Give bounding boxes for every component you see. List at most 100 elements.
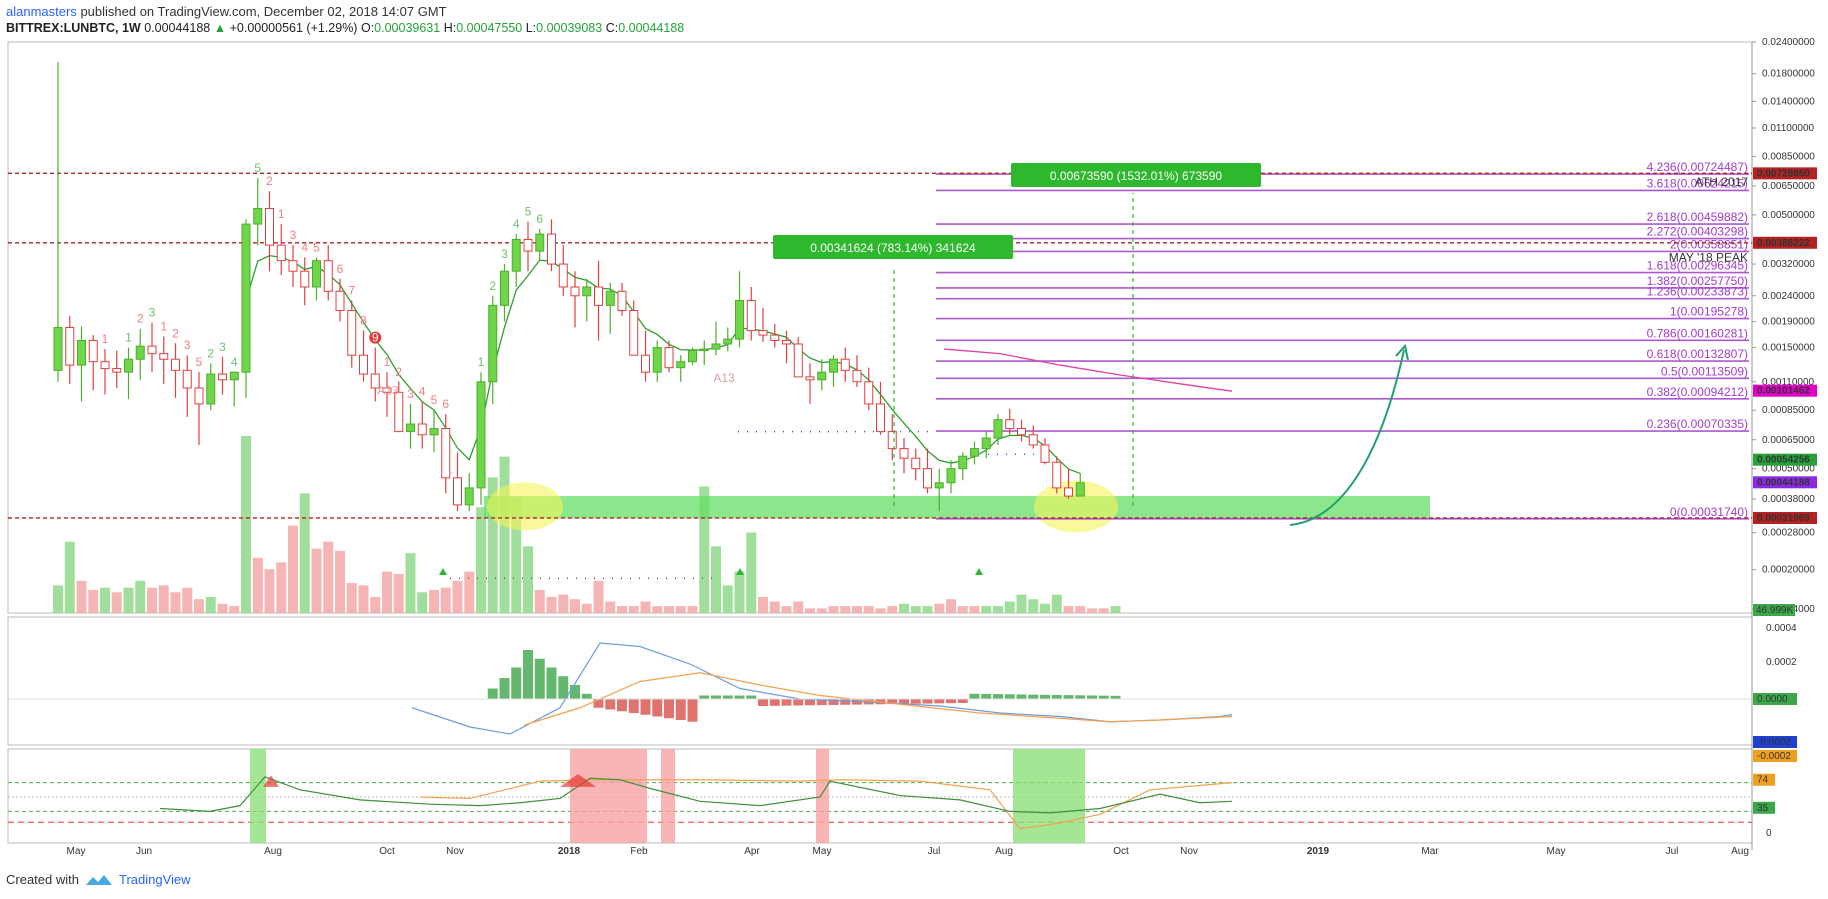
rsi-highlight-band xyxy=(1013,749,1085,843)
candle-body xyxy=(617,290,627,312)
candle-body xyxy=(946,468,956,484)
price-tick-label: 0.02400000 xyxy=(1762,37,1815,48)
candle-body xyxy=(323,260,333,292)
td-count: 1 xyxy=(478,355,485,369)
candle-body xyxy=(758,330,768,336)
candle-body xyxy=(100,361,110,370)
ohlc-legend: BITTREX:LUNBTC, 1W 0.00044188 ▲ +0.00000… xyxy=(6,21,684,35)
candle-body xyxy=(77,339,86,366)
up-triangle-icon: ▲ xyxy=(213,21,227,35)
volume-bar xyxy=(440,587,451,613)
candle-body xyxy=(829,358,838,373)
volume-bar xyxy=(1110,606,1121,613)
price-tick-label: 0.00085000 xyxy=(1762,405,1815,416)
macd-histogram-bar xyxy=(722,695,733,699)
fib-extension: 4.236(0.00724487) 3.618(0.00624215) 2.618(… xyxy=(936,160,1749,520)
time-tick-label: Apr xyxy=(744,846,760,857)
volume-bar xyxy=(546,596,557,613)
macd-histogram-bar xyxy=(534,658,545,699)
macd-histogram-bar xyxy=(993,694,1003,699)
tradingview-link[interactable]: TradingView xyxy=(118,872,191,887)
price-tick-label: 0.01100000 xyxy=(1762,123,1815,134)
publish-line: alanmasters published on TradingView.com… xyxy=(6,4,447,19)
author-link[interactable]: alanmasters xyxy=(6,4,77,19)
volume-bar xyxy=(711,546,721,613)
fib-level-label: 2(0.00358851) xyxy=(1670,237,1748,251)
macd-tick-label: 0.0004 xyxy=(1766,623,1797,634)
volume-bar xyxy=(1016,594,1027,613)
macd-histogram-bar xyxy=(487,688,498,699)
td-count: 3 xyxy=(501,247,508,261)
macd-histogram-bar xyxy=(969,693,980,699)
macd-pane xyxy=(8,642,1752,735)
macd-histogram-bar xyxy=(593,699,604,708)
highlight-circle xyxy=(487,482,563,531)
candle-body xyxy=(171,358,180,371)
macd-histogram-bar xyxy=(1028,694,1039,699)
candle-body xyxy=(817,371,827,381)
candle-body xyxy=(417,423,427,436)
macd-label-text: 0.0000 xyxy=(1757,694,1788,705)
price-label-text: 0.00044188 xyxy=(1757,477,1810,488)
candle-body xyxy=(805,376,815,381)
time-tick-label: Jun xyxy=(136,846,152,857)
td-count: 7 xyxy=(348,283,355,297)
high-label: H: xyxy=(443,21,457,35)
macd-histogram-bar xyxy=(734,695,745,699)
rsi-label-box xyxy=(1753,773,1775,786)
td-count: 3 xyxy=(290,228,297,242)
volume-bar xyxy=(628,606,639,613)
volume-bar xyxy=(299,493,310,613)
macd-histogram-bar xyxy=(664,699,674,719)
volume-bar xyxy=(875,608,886,613)
macd-histogram-bar xyxy=(746,695,757,699)
td-count: 4 xyxy=(231,355,238,369)
volume-bar xyxy=(182,587,193,613)
td-count: 2 xyxy=(395,365,402,379)
macd-histogram-bar xyxy=(652,699,663,717)
pane-frame xyxy=(7,41,1753,614)
volume-bar xyxy=(111,592,122,613)
volume-bar xyxy=(288,525,298,613)
candle-body xyxy=(1075,482,1085,497)
price-label-box xyxy=(1753,236,1817,249)
candle-body xyxy=(1005,419,1015,429)
volume-bar xyxy=(946,599,956,613)
macd-histogram-bar xyxy=(1098,695,1109,699)
macd-histogram-bar xyxy=(922,699,933,704)
pane-frame xyxy=(7,616,1753,746)
candle-body xyxy=(782,339,791,345)
td-count: 1 xyxy=(278,207,285,221)
td-setup-label: A13 xyxy=(377,384,399,398)
candle-body xyxy=(594,286,603,306)
volume-bar xyxy=(863,606,874,613)
rsi-highlight-band xyxy=(250,749,266,843)
candle-body xyxy=(1064,487,1073,497)
time-tick-label: Feb xyxy=(630,846,648,857)
time-tick-label: Oct xyxy=(1113,846,1129,857)
close-label: C: xyxy=(605,21,619,35)
volume-label-box xyxy=(1753,604,1795,616)
price-tick-label: 0.01800000 xyxy=(1762,69,1815,80)
candle-body xyxy=(934,482,944,489)
volume-bar xyxy=(452,580,463,613)
candle-body xyxy=(864,381,874,405)
volume-bar xyxy=(476,507,486,613)
macd-histogram-bar xyxy=(887,699,898,705)
volume-bar xyxy=(605,601,616,613)
macd-label-text: -0.0002 xyxy=(1757,737,1791,748)
candle-body xyxy=(993,419,1003,439)
rsi-highlight-band xyxy=(661,749,675,843)
macd-histogram-bar xyxy=(828,699,839,705)
td-nine-marker xyxy=(369,331,382,344)
price-tick-label: 0.00320000 xyxy=(1762,259,1815,270)
volume-bar xyxy=(993,606,1003,613)
volume-bar xyxy=(147,587,157,613)
open-label: O: xyxy=(360,21,375,35)
price-label-box xyxy=(1753,167,1817,180)
volume-bar xyxy=(276,562,287,613)
macd-histogram-bar xyxy=(793,699,804,706)
candlesticks xyxy=(53,62,1085,512)
